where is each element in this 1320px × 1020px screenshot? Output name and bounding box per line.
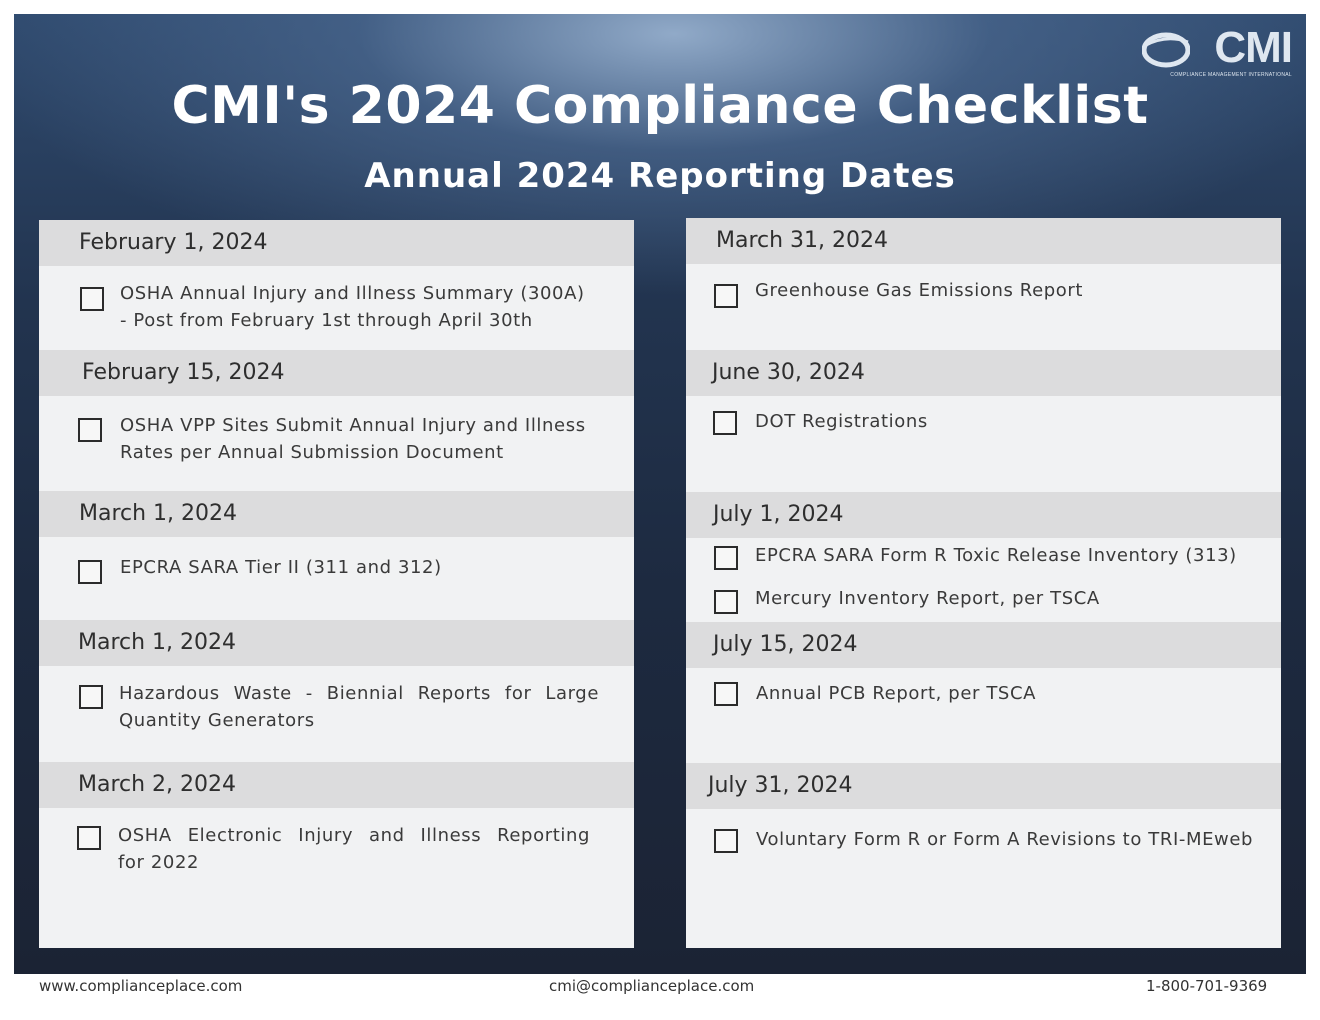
section-date: July 15, 2024 (686, 622, 1281, 668)
item-label: Hazardous Waste - Biennial Reports for L… (119, 683, 599, 704)
item-label: DOT Registrations (755, 411, 928, 432)
logo-text: CMI (1214, 23, 1293, 72)
section-date: March 2, 2024 (39, 762, 634, 808)
item-label: Voluntary Form R or Form A Revisions to … (756, 829, 1254, 850)
swoosh-icon (1142, 32, 1190, 68)
section-date: June 30, 2024 (686, 350, 1281, 396)
checkbox[interactable] (78, 560, 102, 584)
checklist-poster: CMI COMPLIANCE MANAGEMENT INTERNATIONAL … (14, 14, 1306, 974)
item-label: Annual PCB Report, per TSCA (756, 683, 1037, 704)
item-label: EPCRA SARA Form R Toxic Release Inventor… (755, 545, 1237, 566)
right-column: March 31, 2024 Greenhouse Gas Emissions … (686, 218, 1281, 948)
item-label-continued: - Post from February 1st through April 3… (120, 310, 533, 331)
item-label-continued: for 2022 (118, 852, 200, 873)
logo-subtext: COMPLIANCE MANAGEMENT INTERNATIONAL (1170, 72, 1292, 78)
page-subtitle: Annual 2024 Reporting Dates (364, 156, 956, 196)
item-label: OSHA Annual Injury and Illness Summary (… (120, 283, 585, 304)
section-date: July 1, 2024 (686, 492, 1281, 538)
page-title: CMI's 2024 Compliance Checklist (171, 76, 1149, 136)
checkbox[interactable] (714, 284, 738, 308)
section-date: March 31, 2024 (686, 218, 1281, 264)
footer-email[interactable]: cmi@complianceplace.com (549, 977, 755, 995)
checkbox[interactable] (79, 685, 103, 709)
checkbox[interactable] (78, 418, 102, 442)
checkbox[interactable] (714, 590, 738, 614)
item-label: EPCRA SARA Tier II (311 and 312) (120, 557, 442, 578)
checkbox[interactable] (713, 411, 737, 435)
section-date: February 15, 2024 (39, 350, 634, 396)
checkbox[interactable] (714, 546, 738, 570)
footer-phone: 1-800-701-9369 (1146, 977, 1268, 995)
section-date: July 31, 2024 (686, 763, 1281, 809)
item-label-continued: Quantity Generators (119, 710, 315, 731)
item-label-continued: Rates per Annual Submission Document (120, 442, 504, 463)
item-label: Greenhouse Gas Emissions Report (755, 280, 1084, 301)
left-column: February 1, 2024 OSHA Annual Injury and … (39, 220, 634, 948)
item-label: OSHA Electronic Injury and Illness Repor… (118, 825, 590, 846)
section-date: March 1, 2024 (39, 491, 634, 537)
checkbox[interactable] (714, 682, 738, 706)
checkbox[interactable] (714, 829, 738, 853)
section-date: February 1, 2024 (39, 220, 634, 266)
cmi-logo: CMI COMPLIANCE MANAGEMENT INTERNATIONAL (1142, 23, 1293, 86)
footer-website[interactable]: www.complianceplace.com (39, 977, 243, 995)
item-label: OSHA VPP Sites Submit Annual Injury and … (120, 415, 586, 436)
checkbox[interactable] (77, 826, 101, 850)
item-label: Mercury Inventory Report, per TSCA (755, 588, 1100, 609)
section-date: March 1, 2024 (39, 620, 634, 666)
checkbox[interactable] (80, 287, 104, 311)
footer: www.complianceplace.com cmi@compliancepl… (0, 975, 1320, 1003)
